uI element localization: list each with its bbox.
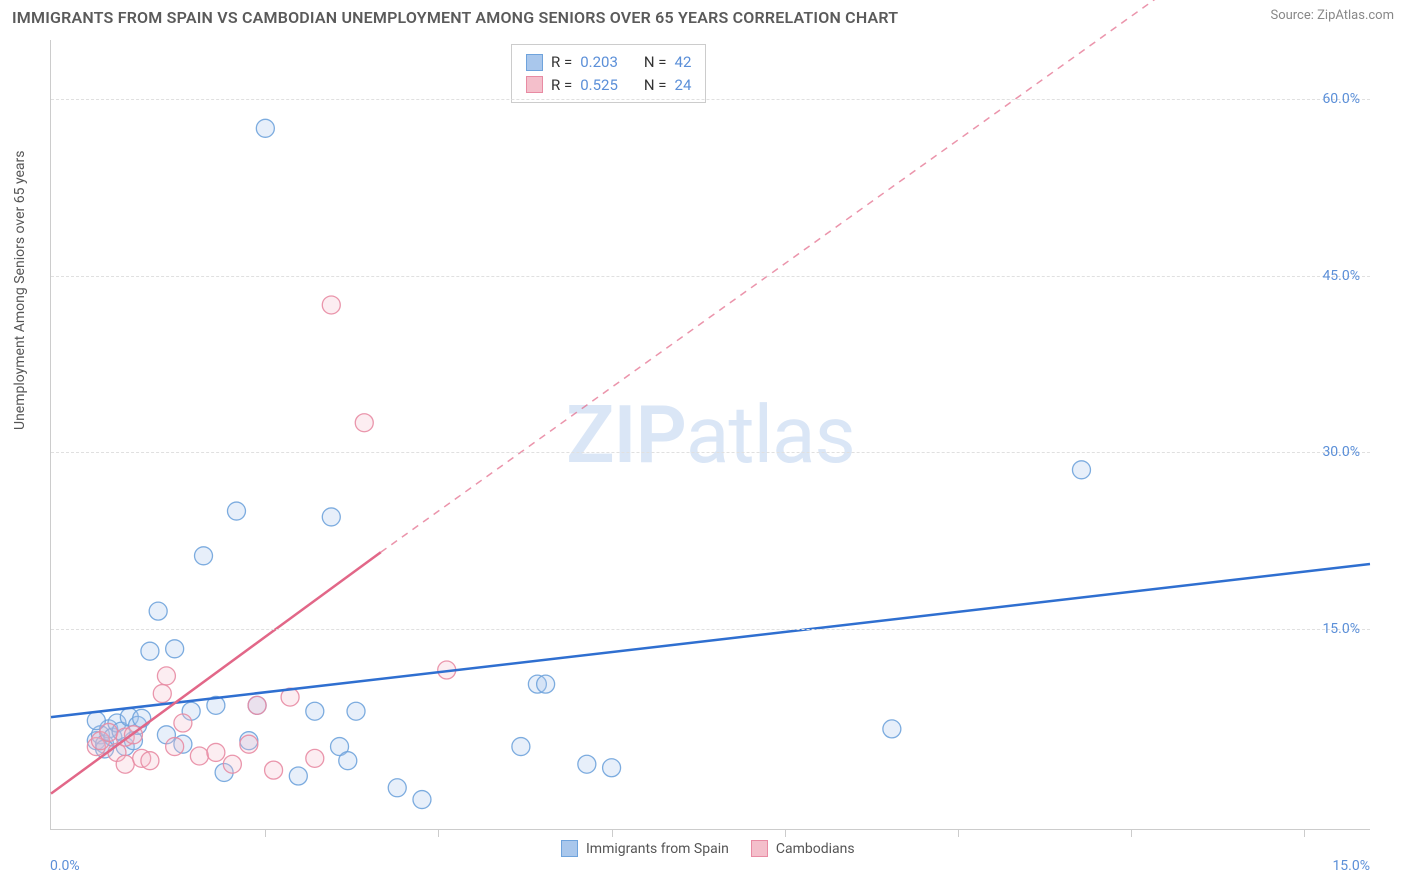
r-value-0: 0.203 (580, 51, 618, 74)
swatch-series-0 (526, 54, 543, 71)
r-label: R = (551, 74, 572, 97)
x-axis-legend: Immigrants from Spain Cambodians (561, 840, 855, 857)
stat-row-series-1: R = 0.525 N = 24 (526, 74, 691, 97)
y-tick-label: 15.0% (1322, 621, 1360, 637)
swatch-x-1 (751, 840, 768, 857)
x-tick-label-right: 15.0% (1332, 858, 1370, 874)
y-tick-label: 45.0% (1322, 268, 1360, 284)
n-value-1: 24 (675, 74, 692, 97)
stat-row-series-0: R = 0.203 N = 42 (526, 51, 691, 74)
x-legend-item-1: Cambodians (751, 840, 855, 857)
x-legend-item-0: Immigrants from Spain (561, 840, 729, 857)
series-1-name: Cambodians (776, 841, 855, 857)
y-tick-label: 30.0% (1322, 444, 1360, 460)
r-value-1: 0.525 (580, 74, 618, 97)
n-label: N = (644, 74, 667, 97)
x-tick-label-left: 0.0% (50, 858, 80, 874)
y-axis-label: Unemployment Among Seniors over 65 years (12, 151, 28, 431)
swatch-x-0 (561, 840, 578, 857)
stat-legend: R = 0.203 N = 42 R = 0.525 N = 24 (511, 44, 706, 103)
n-value-0: 42 (675, 51, 692, 74)
swatch-series-1 (526, 76, 543, 93)
n-label: N = (644, 51, 667, 74)
r-label: R = (551, 51, 572, 74)
plot-area: ZIPatlas R = 0.203 N = 42 R = 0.525 N = … (50, 40, 1370, 830)
series-0-name: Immigrants from Spain (586, 841, 729, 857)
y-tick-label: 60.0% (1322, 91, 1360, 107)
chart-svg (51, 40, 1370, 829)
chart-title: IMMIGRANTS FROM SPAIN VS CAMBODIAN UNEMP… (12, 8, 898, 27)
source-label: Source: ZipAtlas.com (1270, 8, 1394, 23)
